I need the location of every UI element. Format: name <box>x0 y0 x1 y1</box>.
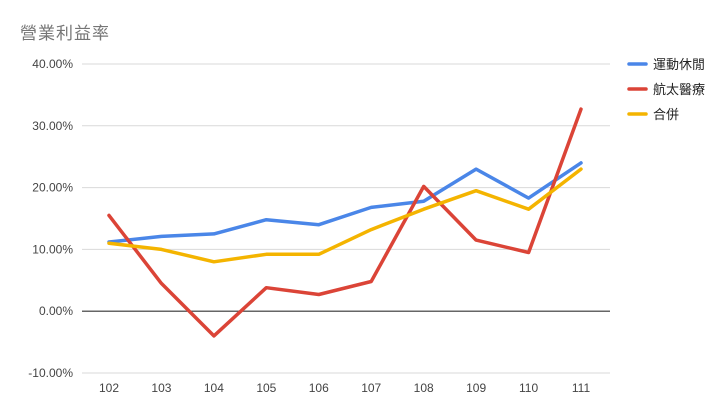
grid-lines <box>82 63 610 374</box>
x-tick-label: 108 <box>414 381 434 395</box>
y-tick-label: 10.00% <box>32 242 73 256</box>
chart-title: 營業利益率 <box>20 24 110 44</box>
x-tick-label: 111 <box>572 381 591 395</box>
y-axis-tick-labels: -10.00% 0.00% 10.00% 20.00% 30.00% 40.00% <box>28 57 73 380</box>
x-tick-label: 102 <box>99 381 119 395</box>
y-tick-label: 40.00% <box>32 57 73 71</box>
y-tick-label: 30.00% <box>32 119 73 133</box>
x-tick-label: 104 <box>204 381 224 395</box>
series-line-2 <box>107 107 583 338</box>
series-lines <box>107 107 583 338</box>
legend-label: 航太醫療 <box>653 82 705 98</box>
x-tick-label: 109 <box>466 381 486 395</box>
y-tick-label: 0.00% <box>39 304 73 318</box>
x-tick-label: 106 <box>309 381 329 395</box>
x-tick-label: 103 <box>151 381 171 395</box>
legend-label: 合併 <box>653 108 679 123</box>
x-tick-label: 105 <box>256 381 276 395</box>
x-axis-tick-labels: 102 103 104 105 106 107 108 109 110 111 <box>99 381 590 395</box>
y-tick-label: 20.00% <box>32 181 73 195</box>
y-tick-label: -10.00% <box>28 366 73 380</box>
x-tick-label: 110 <box>519 381 538 395</box>
x-tick-label: 107 <box>361 381 381 395</box>
series-line-1 <box>107 161 583 244</box>
series-line-3 <box>107 167 583 264</box>
legend-label: 運動休閒 <box>653 58 705 73</box>
